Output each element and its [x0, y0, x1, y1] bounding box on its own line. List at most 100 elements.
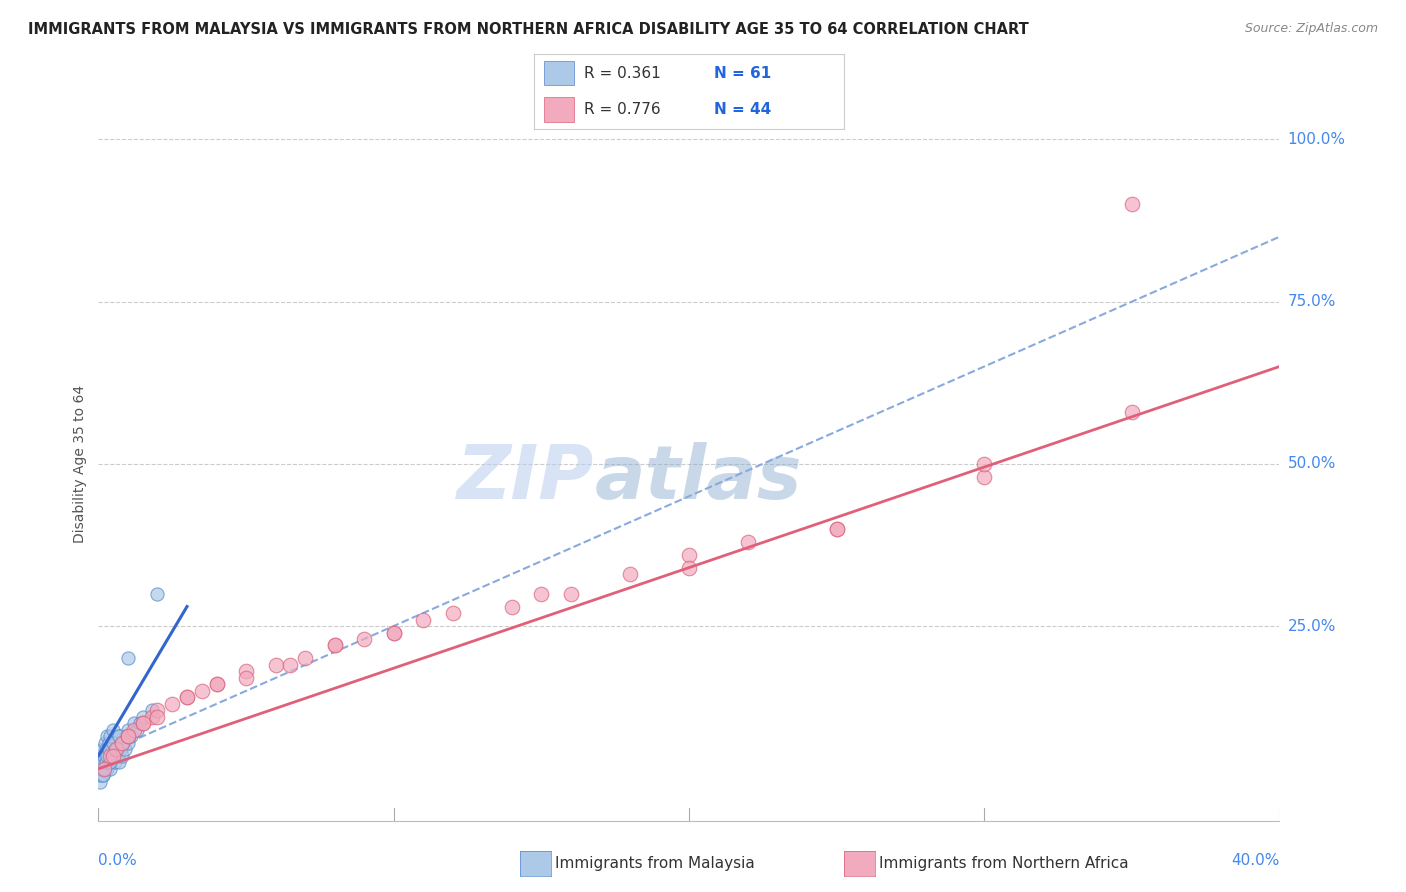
Point — [125, 723, 148, 737]
Point — [98, 748, 121, 763]
Point — [973, 470, 995, 484]
Text: R = 0.776: R = 0.776 — [583, 102, 661, 117]
Point — [278, 657, 302, 672]
Point — [501, 599, 523, 614]
Point — [353, 632, 375, 646]
Point — [96, 748, 118, 763]
Point — [100, 742, 122, 756]
Point — [191, 684, 214, 698]
Point — [441, 606, 464, 620]
Point — [103, 736, 125, 750]
Point — [89, 774, 111, 789]
Point — [98, 762, 121, 776]
Point — [105, 742, 128, 756]
Point — [117, 729, 139, 743]
Point — [120, 729, 142, 743]
Point — [176, 690, 198, 705]
Point — [323, 639, 346, 653]
Point — [90, 762, 112, 776]
Point — [93, 762, 115, 776]
Point — [93, 756, 115, 770]
Point — [110, 742, 132, 756]
Point — [560, 586, 582, 600]
Point — [294, 651, 316, 665]
Point — [132, 716, 155, 731]
Point — [111, 748, 134, 763]
Point — [91, 768, 114, 782]
Point — [117, 723, 139, 737]
Point — [104, 756, 127, 770]
Text: IMMIGRANTS FROM MALAYSIA VS IMMIGRANTS FROM NORTHERN AFRICA DISABILITY AGE 35 TO: IMMIGRANTS FROM MALAYSIA VS IMMIGRANTS F… — [28, 22, 1029, 37]
Point — [235, 665, 257, 679]
Point — [117, 729, 139, 743]
Bar — [544, 62, 575, 86]
Point — [90, 768, 112, 782]
Point — [1121, 405, 1143, 419]
Point — [382, 625, 405, 640]
Point — [93, 762, 115, 776]
Point — [205, 677, 228, 691]
Point — [737, 534, 759, 549]
Point — [96, 762, 118, 776]
Point — [323, 639, 346, 653]
Point — [98, 756, 121, 770]
Point — [128, 716, 150, 731]
Point — [162, 697, 183, 711]
Point — [235, 671, 257, 685]
Point — [117, 736, 139, 750]
Text: R = 0.361: R = 0.361 — [583, 66, 661, 81]
Point — [90, 756, 112, 770]
Text: ZIP: ZIP — [457, 442, 595, 515]
Point — [105, 736, 128, 750]
Point — [91, 768, 114, 782]
Point — [112, 736, 135, 750]
Point — [93, 762, 115, 776]
Text: Immigrants from Malaysia: Immigrants from Malaysia — [555, 856, 755, 871]
Text: 25.0%: 25.0% — [1288, 618, 1336, 633]
Point — [97, 736, 120, 750]
Point — [141, 703, 163, 717]
Point — [93, 748, 115, 763]
Text: Source: ZipAtlas.com: Source: ZipAtlas.com — [1244, 22, 1378, 36]
Point — [115, 729, 138, 743]
Point — [1121, 197, 1143, 211]
Text: 75.0%: 75.0% — [1288, 294, 1336, 310]
Point — [103, 748, 125, 763]
Point — [97, 742, 120, 756]
Point — [973, 457, 995, 471]
Text: N = 44: N = 44 — [714, 102, 770, 117]
Point — [264, 657, 287, 672]
Text: Immigrants from Northern Africa: Immigrants from Northern Africa — [879, 856, 1129, 871]
Text: 100.0%: 100.0% — [1288, 132, 1346, 147]
Point — [122, 716, 145, 731]
Point — [825, 522, 848, 536]
Point — [111, 736, 134, 750]
Point — [105, 742, 128, 756]
Point — [111, 736, 134, 750]
Point — [97, 742, 120, 756]
Point — [103, 748, 125, 763]
Point — [117, 651, 139, 665]
Point — [107, 748, 129, 763]
Point — [678, 548, 700, 562]
Point — [146, 710, 169, 724]
Point — [98, 748, 121, 763]
Point — [530, 586, 553, 600]
Text: 0.0%: 0.0% — [98, 854, 138, 868]
Text: 40.0%: 40.0% — [1232, 854, 1279, 868]
Point — [91, 742, 114, 756]
Point — [91, 756, 114, 770]
Point — [91, 762, 114, 776]
Text: atlas: atlas — [595, 442, 801, 515]
Point — [146, 586, 169, 600]
Point — [89, 768, 111, 782]
Point — [114, 742, 136, 756]
Point — [93, 748, 115, 763]
Point — [382, 625, 405, 640]
Text: N = 61: N = 61 — [714, 66, 770, 81]
Point — [94, 756, 117, 770]
Point — [132, 710, 155, 724]
Point — [97, 756, 120, 770]
Point — [141, 710, 163, 724]
Point — [205, 677, 228, 691]
